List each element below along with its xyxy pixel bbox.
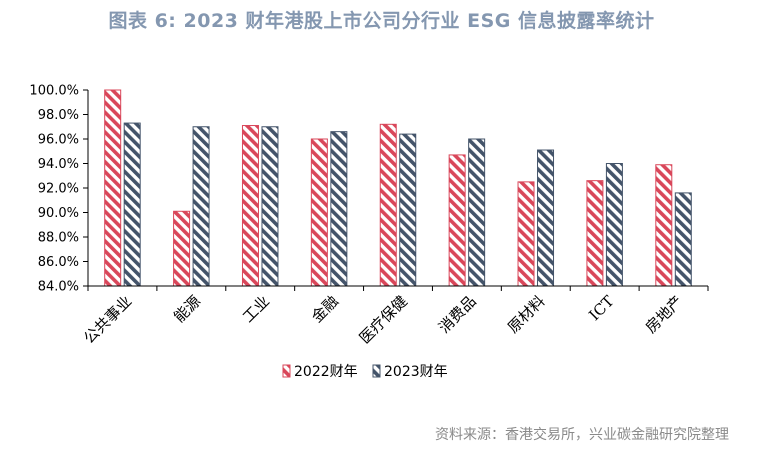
y-tick-label: 84.0% [38,280,79,295]
y-tick-label: 86.0% [38,255,79,270]
y-axis: 84.0% 86.0% 88.0% 90.0% 92.0% 94.0% 96.0% 98.0%… [29,84,89,295]
y-tick-label: 96.0% [38,133,79,148]
x-category-label: 能源 [170,292,204,326]
y-tick-label: 88.0% [38,231,79,246]
bar-series-1 [586,180,604,287]
bar-series-1 [517,181,535,287]
y-tick-label: 90.0% [38,206,79,221]
bar-series-2 [192,126,210,287]
bar-series-2 [330,131,348,287]
bar-series-2 [537,149,555,287]
bar-series-2 [123,122,141,287]
bar-series-1 [448,154,466,287]
bar-series-1 [310,138,328,287]
bar-series-1 [655,164,673,287]
x-category-label: 金融 [308,292,342,326]
bar-series-1 [241,125,259,287]
bar-series-1 [104,89,122,287]
bars [104,89,692,287]
bar-series-2 [468,138,486,287]
bar-series-2 [674,192,692,287]
x-category-label: 原材料 [504,292,549,337]
bar-series-2 [399,133,417,287]
legend: 2022财年 2023财年 [282,364,448,380]
x-category-label: 医疗保健 [356,292,411,347]
y-tick-label: 94.0% [38,157,79,172]
bar-series-2 [605,163,623,287]
chart-title: 图表 6: 2023 财年港股上市公司分行业 ESG 信息披露率统计 [108,10,655,32]
y-tick-label: 92.0% [38,182,79,197]
legend-swatch [372,364,381,378]
y-tick-label: 100.0% [29,84,79,99]
y-tick-label: 98.0% [38,108,79,123]
x-axis: 公共事业 能源 工业 金融 医疗保健 消费品 原材料 ICT 房地产 [80,285,709,347]
source-note: 资料来源：香港交易所，兴业碳金融研究院整理 [435,427,729,443]
bar-series-2 [261,126,279,287]
x-category-label: 房地产 [642,292,687,337]
x-category-label: 公共事业 [80,292,135,347]
bar-series-1 [173,210,191,287]
x-category-label: ICT [585,292,617,324]
bar-series-1 [379,123,397,287]
x-category-label: 消费品 [435,292,480,337]
legend-label: 2023财年 [384,364,448,380]
x-category-label: 工业 [239,292,273,326]
legend-swatch [282,364,291,378]
legend-label: 2022财年 [294,364,358,380]
